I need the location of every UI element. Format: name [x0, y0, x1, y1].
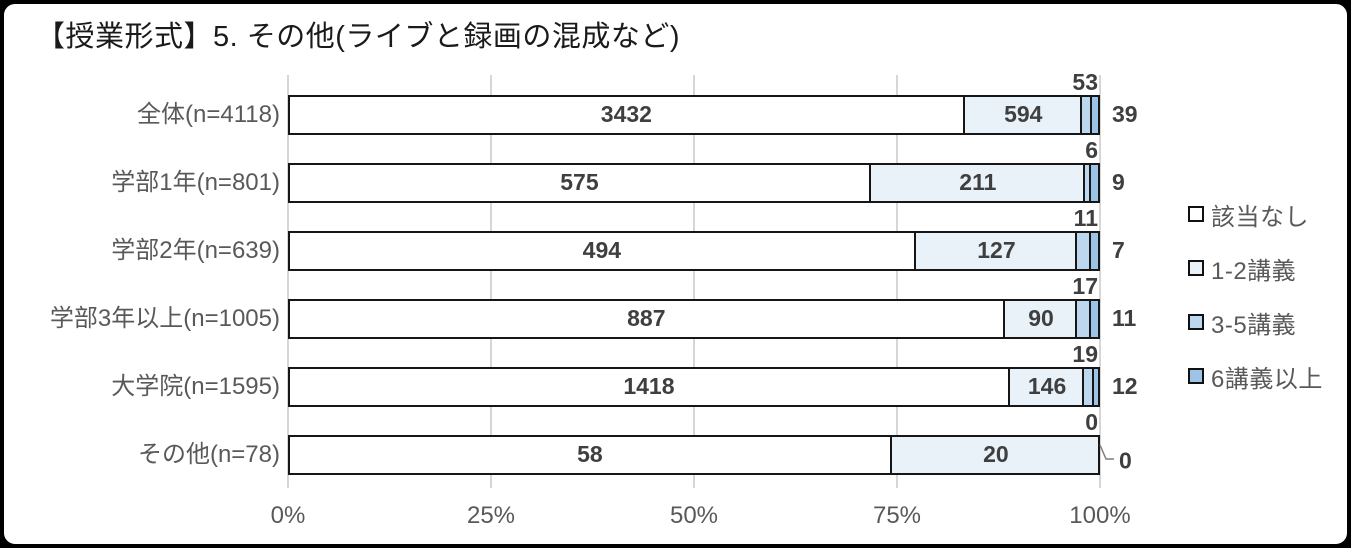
- legend-swatch-3-5: [1188, 314, 1204, 330]
- gridline: [287, 75, 289, 488]
- plot-area: 3432 594 53 39 575 211 6 9 494 127 11 7 887 90 17 11 141…: [287, 69, 1138, 488]
- value-label-3-5: 6: [1085, 136, 1098, 163]
- bar-segment-1-2: [915, 231, 1078, 271]
- bar-segment-1-2: [891, 435, 1100, 475]
- bar-segment-3-5: [1084, 163, 1091, 203]
- value-label-6plus: 9: [1112, 168, 1125, 195]
- bar-segment-none: [288, 95, 965, 135]
- axis-tick-label: 50%: [669, 502, 719, 529]
- category-label: 全体(n=4118): [137, 101, 280, 128]
- value-label-1-2: 146: [1027, 372, 1067, 399]
- value-label-1-2: 20: [983, 440, 1009, 467]
- value-label-none: 887: [627, 304, 666, 331]
- category-label: 学部2年(n=639): [111, 237, 280, 264]
- gridline: [490, 75, 492, 488]
- value-label-1-2: 90: [1028, 304, 1054, 331]
- legend-label: 1-2講義: [1211, 257, 1297, 285]
- value-label-6plus: 12: [1112, 372, 1138, 399]
- value-label-none: 575: [560, 168, 599, 195]
- category-label: 大学院(n=1595): [111, 373, 280, 400]
- bar-segment-6plus: [1090, 163, 1100, 203]
- gridline: [693, 75, 695, 488]
- bar-segment-6plus: [1092, 95, 1100, 135]
- leader-line: [1099, 444, 1114, 460]
- bar-segment-1-2: [1004, 299, 1078, 339]
- value-label-1-2: 127: [977, 236, 1016, 263]
- bar-segment-3-5: [1081, 95, 1093, 135]
- axis-tick-label: 100%: [1069, 502, 1131, 529]
- bar-segment-none: [288, 367, 1010, 407]
- category-label: 学部1年(n=801): [111, 169, 280, 196]
- axis-tick-label: 75%: [872, 502, 922, 529]
- bar-segment-3-5: [1077, 299, 1092, 339]
- bar-segment-none: [288, 231, 916, 271]
- value-label-6plus: 39: [1112, 100, 1138, 127]
- gridline: [896, 75, 898, 488]
- legend-swatch-1-2: [1188, 260, 1204, 276]
- bar-segment-none: [288, 299, 1005, 339]
- bar-row: 58 20 0 0: [288, 409, 1132, 475]
- bar-segment-none: [288, 435, 892, 475]
- value-label-6plus: 0: [1119, 447, 1132, 474]
- category-label: 学部3年以上(n=1005): [49, 305, 280, 332]
- value-label-3-5: 0: [1085, 408, 1098, 435]
- bar-segment-3-5: [1084, 367, 1094, 407]
- legend-item: 6講義以上: [1188, 362, 1323, 393]
- legend-item: 1-2講義: [1188, 254, 1323, 285]
- chart-title: 【授業形式】5. その他(ライブと録画の混成など): [36, 21, 681, 53]
- bar-segment-6plus: [1091, 231, 1100, 271]
- bar-segment-3-5: [1077, 231, 1092, 271]
- legend-swatch-none: [1188, 206, 1204, 222]
- value-label-none: 494: [582, 236, 622, 263]
- bar-row: 575 211 6 9: [288, 137, 1125, 203]
- bar-segment-6plus: [1091, 299, 1100, 339]
- bar-segment-1-2: [1009, 367, 1085, 407]
- value-label-3-5: 19: [1072, 340, 1098, 367]
- value-label-3-5: 53: [1072, 68, 1098, 95]
- value-label-none: 1418: [623, 372, 675, 399]
- bar-segment-6plus: [1093, 367, 1100, 407]
- legend-label: 6講義以上: [1211, 365, 1323, 393]
- value-label-3-5: 17: [1072, 272, 1098, 299]
- axis-tick-label: 25%: [466, 502, 516, 529]
- bar-segment-1-2: [964, 95, 1082, 135]
- value-label-none: 3432: [600, 100, 652, 127]
- legend-label: 該当なし: [1211, 203, 1309, 231]
- bar-row: 1418 146 19 12: [288, 341, 1138, 407]
- bar-row: 494 127 11 7: [288, 205, 1125, 271]
- bar-row: 887 90 17 11: [288, 273, 1136, 339]
- legend-label: 3-5講義: [1211, 311, 1297, 339]
- bar-segment-1-2: [870, 163, 1085, 203]
- legend-item: 3-5講義: [1188, 308, 1323, 339]
- bar-row: 3432 594 53 39: [288, 69, 1138, 135]
- legend-swatch-6plus: [1188, 368, 1204, 384]
- legend: 該当なし 1-2講義 3-5講義 6講義以上: [1188, 200, 1323, 416]
- value-label-6plus: 7: [1112, 236, 1125, 263]
- value-label-3-5: 11: [1073, 204, 1098, 231]
- legend-item: 該当なし: [1188, 200, 1323, 231]
- value-label-6plus: 11: [1112, 304, 1137, 331]
- category-label: その他(n=78): [137, 441, 280, 468]
- value-label-1-2: 594: [1004, 100, 1043, 127]
- axis-tick-label: 0%: [270, 502, 306, 529]
- value-label-none: 58: [577, 440, 603, 467]
- bar-segment-none: [288, 163, 871, 203]
- gridline: [1099, 75, 1101, 488]
- value-label-1-2: 211: [959, 168, 997, 195]
